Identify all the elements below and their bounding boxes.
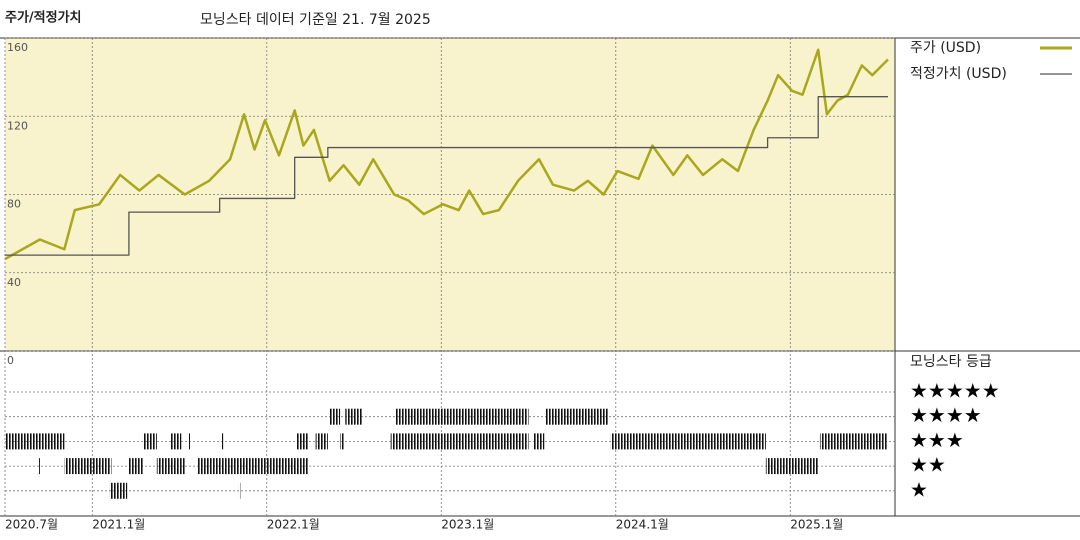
rating-bar — [196, 458, 309, 475]
rating-bar — [156, 458, 185, 475]
rating-bar — [64, 458, 112, 475]
rating-bar — [610, 433, 766, 450]
rating-level-label: ★★★ — [910, 428, 964, 452]
x-tick-label: 2024.1월 — [616, 518, 669, 532]
x-tick-label: 2022.1월 — [267, 518, 320, 532]
chart-subtitle: 모닝스타 데이터 기준일 21. 7월 2025 — [200, 12, 431, 28]
y-tick-label: 40 — [7, 276, 21, 289]
chart-title: 주가/적정가치 — [5, 10, 82, 26]
rating-bar — [315, 433, 328, 450]
y-tick-label: 0 — [7, 354, 14, 367]
rating-bar — [345, 408, 363, 425]
rating-level-label: ★★★★ — [910, 403, 982, 427]
series-line — [4, 48, 889, 261]
rating-title: 모닝스타 등급 — [910, 354, 992, 370]
series-line — [5, 96, 889, 256]
rating-bar — [395, 408, 529, 425]
rating-level-label: ★ — [910, 477, 928, 501]
y-tick-label: 80 — [7, 198, 21, 211]
rating-bar — [128, 458, 143, 475]
rating-bar — [238, 482, 241, 499]
rating-bar — [221, 433, 224, 450]
legend-label: 적정가치 (USD) — [910, 66, 1007, 82]
y-tick-label: 160 — [7, 41, 28, 54]
rating-bar — [765, 458, 819, 475]
rating-bar — [142, 433, 157, 450]
rating-bar — [5, 433, 65, 450]
rating-bar — [296, 433, 309, 450]
rating-bar — [390, 433, 529, 450]
rating-bar — [329, 408, 341, 425]
x-tick-label: 2025.1월 — [790, 518, 843, 532]
rating-bar — [170, 433, 182, 450]
rating-level-label: ★★★★★ — [910, 379, 1000, 403]
x-tick-label: 2021.1월 — [92, 518, 145, 532]
rating-bar — [819, 433, 889, 450]
rating-bar — [340, 433, 344, 450]
rating-bar — [188, 433, 190, 450]
x-tick-label: 2020.7월 — [5, 518, 58, 532]
y-tick-label: 120 — [7, 119, 28, 132]
legend-label: 주가 (USD) — [910, 40, 981, 56]
rating-bar — [545, 408, 609, 425]
rating-bar — [109, 482, 128, 499]
rating-bar — [38, 458, 40, 475]
rating-bar — [533, 433, 545, 450]
rating-level-label: ★★ — [910, 453, 946, 477]
x-tick-label: 2023.1월 — [441, 518, 494, 532]
